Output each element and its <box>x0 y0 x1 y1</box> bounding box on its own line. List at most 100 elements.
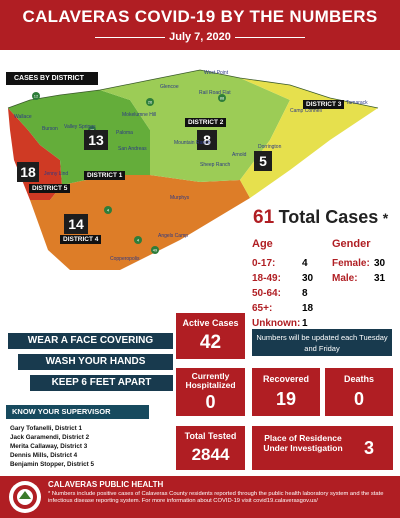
svg-text:4: 4 <box>137 238 140 243</box>
gender-label: Male: <box>332 273 358 284</box>
district-4-count: 14 <box>64 214 88 234</box>
recovered-value: 19 <box>275 389 297 409</box>
age-label: 18-49: <box>252 273 281 284</box>
disclaimer: * Numbers include positive cases of Cala… <box>48 491 384 504</box>
guidance-distance: KEEP 6 FEET APART <box>30 375 173 391</box>
route-shield-icon: 12 <box>32 92 40 100</box>
page-header: CALAVERAS COVID-19 BY THE NUMBERS July 7… <box>0 0 400 50</box>
district-5-label: DISTRICT 5 <box>29 184 71 193</box>
total-cases-label: Total Cases <box>278 207 379 227</box>
svg-text:26: 26 <box>148 100 153 105</box>
gender-value: 30 <box>374 258 386 269</box>
supervisor-item: Merita Callaway, District 3 <box>10 443 88 450</box>
supervisor-item: Gary Tofanelli, District 1 <box>10 425 82 432</box>
gender-label: Female: <box>332 258 370 269</box>
town-label: Tamarack <box>346 100 368 106</box>
supervisor-item: Jack Garamendi, District 2 <box>10 434 90 441</box>
town-label: Arnold <box>232 152 247 158</box>
town-label: Dorrington <box>258 144 282 150</box>
hospitalized-label: Currently Hospitalized <box>185 371 236 390</box>
total-tested-label: Total Tested <box>184 431 237 441</box>
route-shield-icon: 88 <box>218 94 226 102</box>
town-label: San Andreas <box>118 146 147 152</box>
town-label: Mountain Ranch <box>174 140 211 146</box>
district-1-label: DISTRICT 1 <box>84 171 126 180</box>
county-seal-icon <box>9 481 41 513</box>
district-map: 882612494449 CASES BY DISTRICT DISTRICT … <box>0 50 400 270</box>
route-shield-icon: 49 <box>151 246 159 254</box>
district-3-count: 5 <box>254 151 272 171</box>
investigation-card: Place of Residence Under Investigation 3 <box>252 426 393 470</box>
hospitalized-value: 0 <box>205 392 216 412</box>
recovered-label: Recovered <box>262 374 310 384</box>
divider <box>235 37 305 38</box>
age-value: 4 <box>302 258 308 269</box>
town-label: West Point <box>204 70 229 76</box>
age-value: 18 <box>302 303 314 314</box>
age-value: 30 <box>302 273 314 284</box>
district-1-region <box>8 90 150 185</box>
supervisor-list: Gary Tofanelli, District 1 Jack Garamend… <box>10 424 94 469</box>
town-label: Wallace <box>14 114 32 120</box>
gender-value: 31 <box>374 273 386 284</box>
deaths-card: Deaths 0 <box>325 368 393 416</box>
route-shield-icon: 26 <box>146 98 154 106</box>
town-label: Camp Connell <box>290 108 322 114</box>
age-label: 50-64: <box>252 288 281 299</box>
town-label: Murphys <box>170 195 190 201</box>
age-label: Unknown: <box>252 318 301 329</box>
age-label: 65+: <box>252 303 273 314</box>
active-cases-label: Active Cases <box>182 318 239 328</box>
divider <box>95 37 165 38</box>
town-label: Burson <box>42 126 58 132</box>
total-cases-number: 61 <box>253 207 275 228</box>
supervisor-heading: KNOW YOUR SUPERVISOR <box>6 405 149 419</box>
svg-text:4: 4 <box>107 208 110 213</box>
total-tested-value: 2844 <box>191 445 230 464</box>
active-cases-value: 42 <box>199 332 222 353</box>
svg-text:49: 49 <box>153 248 158 253</box>
town-label: Glencoe <box>160 84 179 90</box>
age-value: 1 <box>302 318 308 329</box>
guidance-wash-hands: WASH YOUR HANDS <box>18 354 173 370</box>
deaths-value: 0 <box>353 389 364 409</box>
district-3-label: DISTRICT 3 <box>303 100 345 109</box>
district-5-count: 18 <box>17 162 39 182</box>
supervisor-item: Benjamin Stopper, District 5 <box>10 461 94 468</box>
town-label: Rail Road Flat <box>199 90 231 96</box>
active-cases-card: Active Cases 42 <box>176 313 245 359</box>
page-title: CALAVERAS COVID-19 BY THE NUMBERS <box>22 7 378 26</box>
age-row: 0-17: 4 18-49: 30 50-64: 8 65+: 18 Unknown: 1 <box>252 258 313 333</box>
supervisor-item: Dennis Mills, District 4 <box>10 452 78 459</box>
report-date: July 7, 2020 <box>169 31 231 43</box>
guidance-face-covering: WEAR A FACE COVERING <box>8 333 173 349</box>
town-label: Copperopolis <box>110 256 140 262</box>
svg-text:88: 88 <box>220 96 225 101</box>
deaths-label: Deaths <box>343 374 374 384</box>
district-4-label: DISTRICT 4 <box>60 235 102 244</box>
total-tested-card: Total Tested 2844 <box>176 426 245 470</box>
route-shield-icon: 4 <box>104 206 112 214</box>
update-note: Numbers will be updated each Tuesday and… <box>252 329 392 356</box>
district-2-count: 8 <box>197 130 217 150</box>
total-cases: 61 Total Cases * <box>253 207 400 229</box>
investigation-label: Place of Residence Under Investigation <box>263 433 343 453</box>
map-legend-label: CASES BY DISTRICT <box>6 72 98 85</box>
district-4-region <box>30 175 250 270</box>
gender-rows: Female: 30 Male: 31 <box>332 258 385 288</box>
hospitalized-card: Currently Hospitalized 0 <box>176 368 245 416</box>
age-value: 8 <box>302 288 308 299</box>
town-label: Valley Springs <box>64 124 96 130</box>
svg-text:12: 12 <box>34 94 39 99</box>
age-title: Age <box>252 238 273 250</box>
district-2-label: DISTRICT 2 <box>185 118 227 127</box>
footer: CALAVERAS PUBLIC HEALTH * Numbers includ… <box>0 476 400 518</box>
agency-name: CALAVERAS PUBLIC HEALTH <box>48 480 164 489</box>
town-label: Paloma <box>116 130 133 136</box>
town-label: Angels Camp <box>158 233 189 239</box>
age-label: 0-17: <box>252 258 276 269</box>
district-1-count: 13 <box>84 130 108 150</box>
recovered-card: Recovered 19 <box>252 368 320 416</box>
investigation-value: 3 <box>363 438 374 458</box>
town-label: Mokelumne Hill <box>122 112 157 118</box>
